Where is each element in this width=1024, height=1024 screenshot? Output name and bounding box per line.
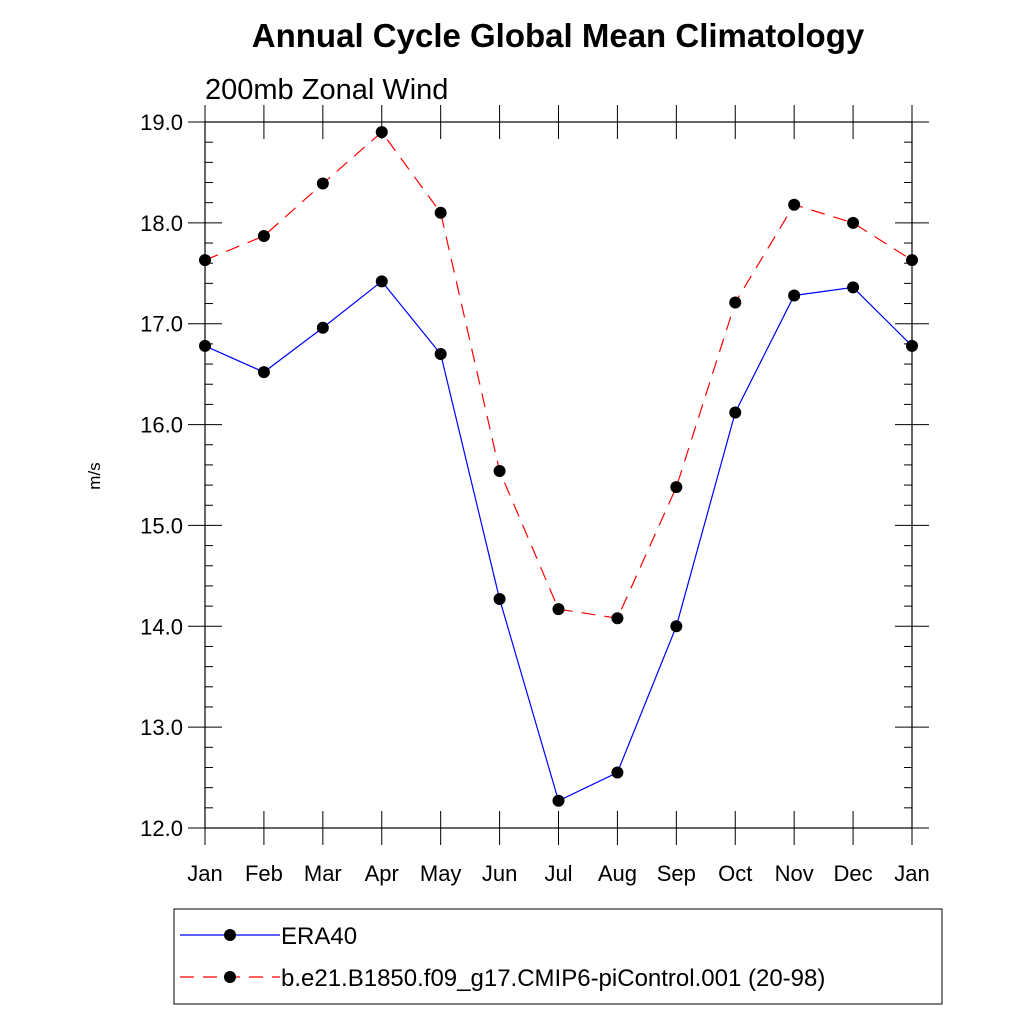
- legend-label-cmip6: b.e21.B1850.f09_g17.CMIP6-piControl.001 …: [281, 965, 825, 992]
- series-0-point: [552, 794, 565, 807]
- series-1-point: [906, 254, 918, 267]
- x-tick-label: Sep: [657, 861, 696, 886]
- series-0-point: [788, 289, 801, 302]
- y-tick-label: 15.0: [140, 513, 183, 538]
- legend-marker-cmip6: [224, 971, 236, 983]
- x-tick-label: Jan: [894, 861, 929, 886]
- legend-item-cmip6: b.e21.B1850.f09_g17.CMIP6-piControl.001 …: [180, 965, 825, 992]
- legend-box: [173, 908, 943, 1005]
- series-0-point: [670, 620, 683, 633]
- series-0-point: [906, 339, 918, 352]
- x-tick-label: Oct: [718, 861, 752, 886]
- series-1-point: [847, 216, 860, 229]
- chart-subtitle: 200mb Zonal Wind: [205, 74, 448, 106]
- x-tick-label: May: [420, 861, 462, 886]
- series-0-point: [493, 593, 506, 606]
- x-tick-label: Nov: [775, 861, 814, 886]
- series-0-point: [257, 366, 270, 379]
- x-tick-label: Mar: [304, 861, 342, 886]
- y-tick-label: 18.0: [140, 211, 183, 236]
- y-axis-label: m/s: [85, 462, 104, 489]
- series-0-point: [434, 347, 447, 360]
- x-tick-label: Dec: [834, 861, 873, 886]
- legend-marker-era40: [224, 929, 236, 941]
- series-1-point: [316, 177, 329, 190]
- legend: ERA40 b.e21.B1850.f09_g17.CMIP6-piContro…: [173, 908, 943, 1005]
- series-0-point: [199, 339, 211, 352]
- series-1-point: [788, 198, 801, 211]
- x-tick-label: Feb: [245, 861, 283, 886]
- series-1-point: [611, 612, 624, 625]
- series-1-point: [493, 464, 506, 477]
- y-tick-label: 17.0: [140, 312, 183, 337]
- series-0-point: [847, 281, 860, 294]
- y-tick-label: 16.0: [140, 413, 183, 438]
- y-tick-label: 19.0: [140, 110, 183, 135]
- y-tick-label: 12.0: [140, 816, 183, 841]
- x-tick-label: Aug: [598, 861, 637, 886]
- series-1-point: [257, 229, 270, 242]
- legend-label-era40: ERA40: [281, 923, 357, 950]
- chart-title: Annual Cycle Global Mean Climatology: [252, 17, 865, 54]
- legend-item-era40: ERA40: [180, 923, 357, 950]
- x-tick-label: Apr: [365, 861, 399, 886]
- plot-frame: [204, 121, 913, 829]
- series-0-point: [375, 275, 388, 288]
- series-1-point: [434, 206, 447, 219]
- series-line-1: [204, 131, 913, 619]
- series-line-0: [204, 280, 913, 802]
- x-tick-label: Jul: [544, 861, 572, 886]
- series-0-point: [611, 766, 624, 779]
- series-1-point: [670, 481, 683, 494]
- x-tick-label: Jun: [482, 861, 517, 886]
- series-0-point: [316, 321, 329, 334]
- series-1-point: [375, 126, 388, 139]
- y-tick-label: 14.0: [140, 614, 183, 639]
- y-tick-label: 13.0: [140, 715, 183, 740]
- x-tick-label: Jan: [187, 861, 222, 886]
- series-1-point: [199, 254, 211, 267]
- series-0-point: [729, 406, 742, 419]
- plot-area: 12.0 13.0 14.0 15.0 16.0 17.0 18.0 19.0 Jan Feb Ma…: [140, 105, 930, 886]
- series-1-point: [552, 603, 565, 616]
- series-1-point: [729, 296, 742, 309]
